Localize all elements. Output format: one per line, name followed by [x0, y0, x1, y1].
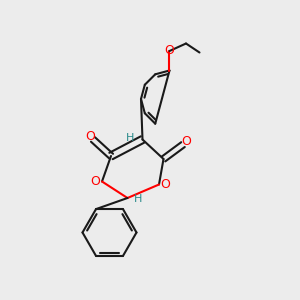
Text: O: O: [161, 178, 170, 191]
Text: O: O: [181, 135, 191, 148]
Text: O: O: [91, 175, 100, 188]
Text: O: O: [85, 130, 95, 143]
Text: H: H: [134, 194, 142, 205]
Text: O: O: [165, 44, 174, 58]
Text: H: H: [126, 133, 135, 143]
